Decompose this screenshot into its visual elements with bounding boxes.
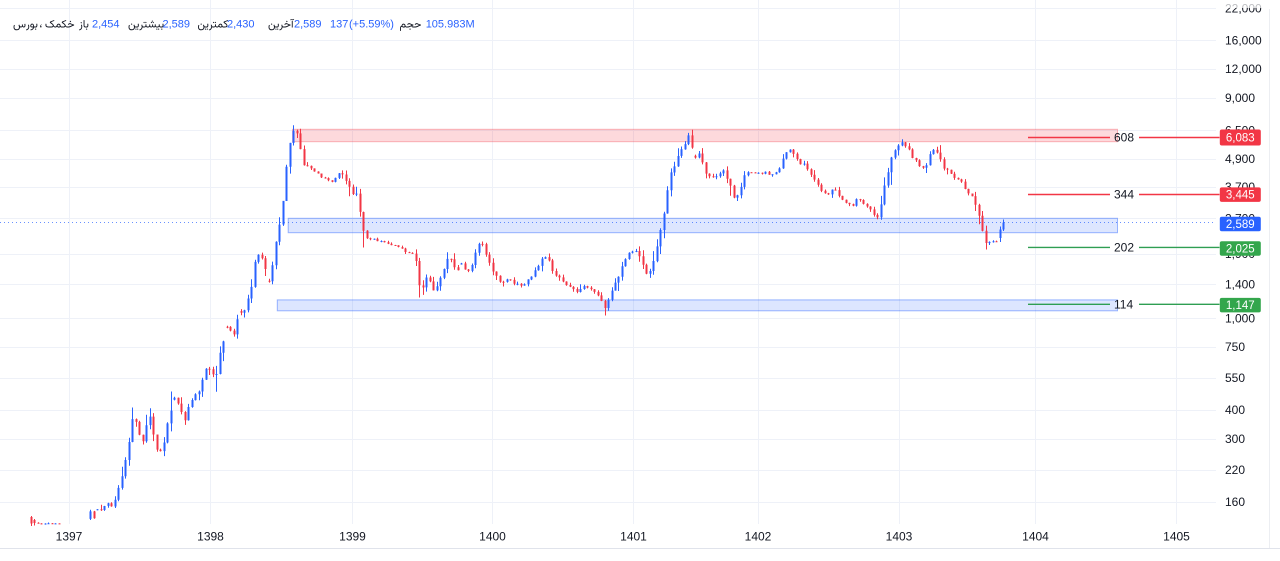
svg-text:1400: 1400 bbox=[479, 530, 506, 544]
svg-text:6,083: 6,083 bbox=[1226, 133, 1255, 145]
svg-text:2,025: 2,025 bbox=[1226, 244, 1255, 256]
svg-text:300: 300 bbox=[1225, 432, 1245, 446]
svg-text:2,430: 2,430 bbox=[227, 19, 255, 31]
svg-text:137: 137 bbox=[330, 19, 348, 31]
svg-text:2,454: 2,454 bbox=[92, 19, 120, 31]
svg-text:114: 114 bbox=[1114, 298, 1133, 312]
svg-text:1,147: 1,147 bbox=[1226, 300, 1255, 312]
svg-text:1403: 1403 bbox=[886, 530, 913, 544]
svg-text:1,400: 1,400 bbox=[1225, 278, 1255, 292]
svg-text:2,589: 2,589 bbox=[1226, 219, 1255, 231]
svg-text:550: 550 bbox=[1225, 371, 1245, 385]
svg-text:344: 344 bbox=[1114, 188, 1134, 202]
svg-text:1399: 1399 bbox=[339, 530, 366, 544]
svg-text:12,000: 12,000 bbox=[1225, 62, 1262, 76]
svg-text:1398: 1398 bbox=[197, 530, 224, 544]
svg-text:1,000: 1,000 bbox=[1225, 311, 1255, 325]
svg-text:16,000: 16,000 bbox=[1225, 33, 1262, 47]
svg-text:1405: 1405 bbox=[1163, 530, 1190, 544]
svg-text:750: 750 bbox=[1225, 340, 1245, 354]
svg-text:2,589: 2,589 bbox=[163, 19, 191, 31]
svg-text:2,589: 2,589 bbox=[294, 19, 322, 31]
svg-text:1401: 1401 bbox=[620, 530, 647, 544]
svg-text:105.983M: 105.983M bbox=[426, 19, 475, 31]
svg-text:4,900: 4,900 bbox=[1225, 152, 1255, 166]
svg-text:202: 202 bbox=[1114, 241, 1134, 255]
svg-text:(+5.59%): (+5.59%) bbox=[349, 19, 394, 31]
svg-text:1402: 1402 bbox=[745, 530, 772, 544]
svg-text:1404: 1404 bbox=[1022, 530, 1049, 544]
svg-text:3,445: 3,445 bbox=[1226, 190, 1255, 202]
svg-text:1397: 1397 bbox=[56, 530, 83, 544]
svg-text:9,000: 9,000 bbox=[1225, 91, 1255, 105]
svg-text:400: 400 bbox=[1225, 403, 1245, 417]
svg-text:608: 608 bbox=[1114, 131, 1134, 145]
svg-text:160: 160 bbox=[1225, 495, 1245, 509]
svg-text:220: 220 bbox=[1225, 463, 1245, 477]
